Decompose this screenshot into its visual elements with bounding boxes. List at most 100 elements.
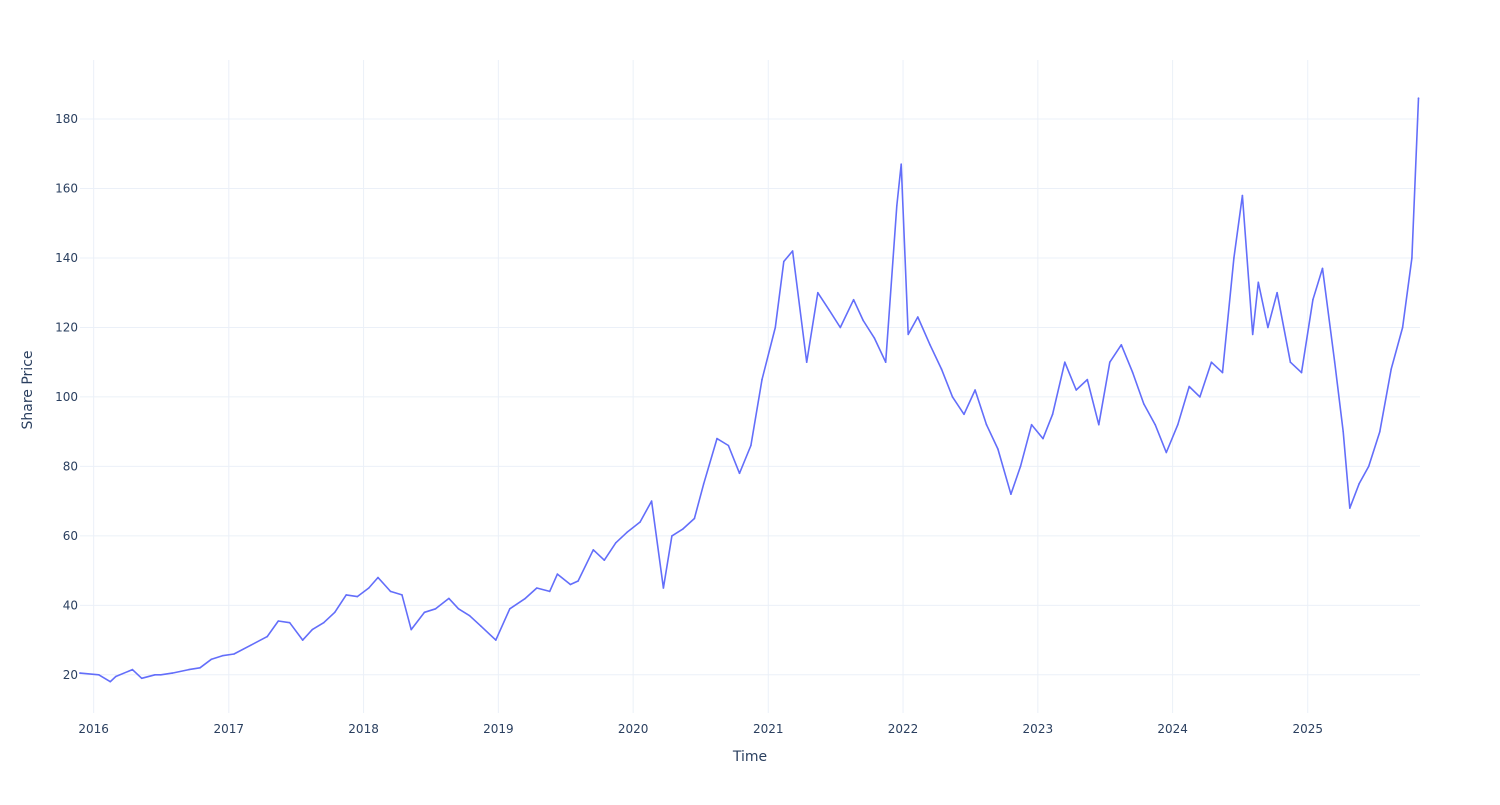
x-tick-label: 2021	[753, 722, 784, 736]
data-point	[974, 389, 976, 391]
data-point	[1143, 403, 1145, 405]
data-point	[1098, 423, 1100, 426]
x-tick-label: 2019	[483, 722, 514, 736]
data-point	[626, 531, 628, 534]
data-point	[896, 205, 898, 207]
data-point	[160, 674, 162, 676]
data-point	[1342, 430, 1344, 433]
data-point	[1131, 371, 1134, 374]
data-point	[1221, 371, 1224, 374]
data-point	[480, 625, 482, 627]
data-point	[662, 587, 665, 589]
data-point	[468, 614, 471, 617]
data-point	[368, 587, 370, 589]
data-point	[1251, 333, 1254, 336]
data-point	[1390, 368, 1392, 370]
data-point	[1401, 326, 1404, 329]
data-point	[1367, 465, 1370, 468]
data-point	[495, 639, 497, 641]
x-tick-label: 2025	[1292, 722, 1323, 736]
data-point	[592, 549, 595, 551]
data-point	[311, 628, 314, 631]
data-point	[1042, 437, 1044, 440]
y-axis-tick-labels: 20 40 60 80 100 120 140 160 180	[55, 112, 78, 682]
data-point	[98, 674, 100, 676]
data-point	[548, 590, 551, 593]
data-point	[345, 594, 348, 596]
data-point	[615, 542, 617, 544]
data-point	[1030, 423, 1033, 426]
data-point	[410, 628, 413, 631]
data-point	[1333, 361, 1336, 364]
data-point	[301, 639, 304, 641]
data-point	[738, 472, 741, 475]
data-point	[524, 597, 527, 600]
data-point	[839, 326, 842, 329]
data-point	[457, 608, 460, 610]
x-axis-tick-labels: 2016 2017 2018 2019 2020 2021 2022 2023 2024 2025	[78, 722, 1323, 736]
data-point	[389, 590, 392, 593]
data-point	[288, 621, 291, 624]
data-point	[377, 576, 379, 579]
data-point	[1120, 344, 1123, 346]
y-tick-label: 60	[63, 529, 78, 543]
data-point	[1257, 281, 1260, 284]
data-point	[603, 559, 606, 561]
vertical-gridlines	[93, 60, 1309, 713]
data-point	[1379, 430, 1381, 433]
data-point	[233, 653, 235, 655]
data-point	[1358, 483, 1360, 485]
y-tick-label: 160	[55, 182, 78, 196]
data-point	[650, 500, 653, 502]
x-tick-label: 2018	[348, 722, 379, 736]
data-point	[884, 361, 887, 364]
data-point	[509, 608, 511, 610]
data-point	[929, 344, 931, 346]
x-tick-label: 2023	[1023, 722, 1054, 736]
x-tick-label: 2022	[888, 722, 919, 736]
data-point	[828, 309, 830, 311]
x-tick-label: 2024	[1157, 722, 1188, 736]
data-point	[221, 654, 224, 657]
data-point	[783, 260, 785, 263]
data-point	[171, 672, 174, 674]
data-point	[1300, 371, 1303, 374]
data-point	[188, 668, 190, 671]
data-point	[817, 291, 819, 294]
y-tick-label: 180	[55, 112, 78, 126]
data-point	[115, 675, 117, 678]
data-point	[199, 667, 201, 669]
data-point	[873, 337, 876, 339]
data-point	[750, 444, 752, 447]
data-point	[1109, 361, 1111, 364]
data-point	[1199, 396, 1201, 398]
y-tick-label: 80	[63, 459, 78, 473]
data-point	[1019, 465, 1022, 468]
data-point	[805, 361, 808, 364]
data-point	[852, 298, 855, 301]
data-point	[702, 483, 705, 485]
data-point	[448, 597, 450, 600]
data-point	[693, 517, 696, 520]
data-point	[334, 611, 336, 614]
data-point	[1188, 385, 1190, 388]
data-point	[900, 163, 902, 165]
y-tick-label: 120	[55, 320, 78, 334]
x-tick-label: 2017	[214, 722, 245, 736]
data-point	[1210, 361, 1213, 364]
data-point	[536, 587, 538, 589]
data-point	[434, 608, 437, 610]
data-point	[1233, 257, 1235, 259]
data-point	[1086, 378, 1089, 381]
x-tick-label: 2020	[618, 722, 649, 736]
data-point	[249, 644, 252, 647]
y-tick-label: 40	[63, 598, 78, 612]
data-point	[210, 658, 213, 660]
data-point	[1064, 361, 1066, 364]
data-point	[1241, 194, 1244, 197]
y-tick-label: 100	[55, 390, 78, 404]
share-price-line	[79, 97, 1420, 683]
data-point	[131, 668, 134, 671]
